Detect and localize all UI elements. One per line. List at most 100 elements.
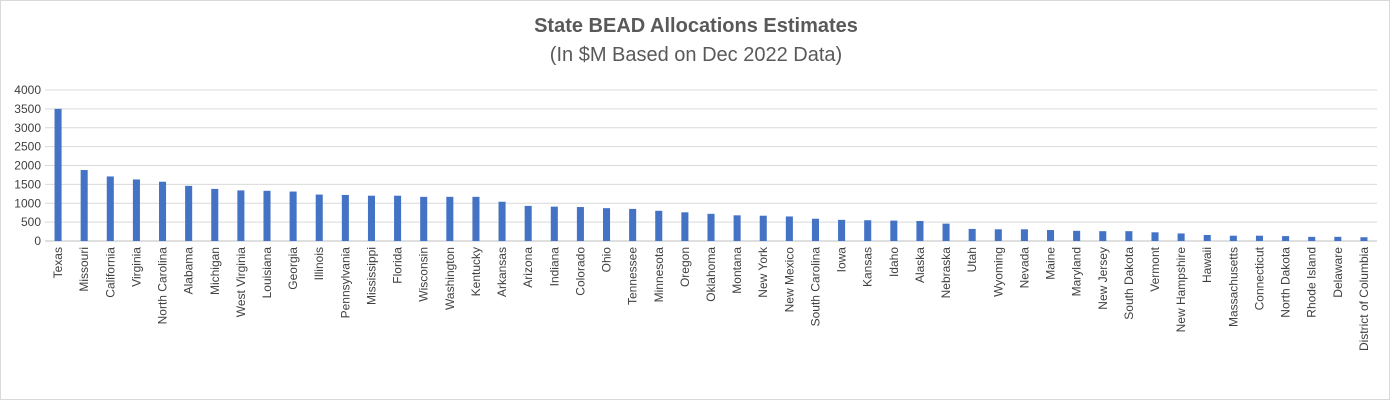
x-tick-label: West Virginia [234, 247, 248, 318]
y-tick-label: 2500 [14, 140, 41, 154]
x-tick-label: Missouri [77, 247, 91, 292]
y-tick-label: 500 [21, 215, 41, 229]
x-tick-label: Alabama [182, 247, 196, 295]
chart-subtitle: (In $M Based on Dec 2022 Data) [550, 44, 842, 66]
x-tick-label: Michigan [208, 247, 222, 295]
bar [838, 219, 846, 241]
x-tick-label: Massachusetts [1226, 247, 1240, 327]
bar [1203, 234, 1211, 241]
x-tick-label: New Hampshire [1174, 247, 1188, 333]
x-tick-label: Maine [1044, 247, 1058, 280]
bar [603, 208, 611, 241]
x-tick-label: Indiana [547, 247, 561, 287]
bar [80, 170, 88, 241]
bar [629, 208, 637, 241]
bar [446, 196, 454, 241]
bar [707, 213, 715, 241]
bar [1099, 231, 1107, 241]
x-tick-label: Colorado [573, 247, 587, 296]
y-tick-label: 2000 [14, 159, 41, 173]
bar [916, 220, 924, 241]
x-tick-label: Montana [730, 247, 744, 294]
x-tick-label: District of Columbia [1357, 247, 1371, 351]
x-tick-label: Arkansas [495, 247, 509, 297]
y-axis: 0 500 1000 1500 2000 2500 3000 3500 4000 [14, 83, 41, 248]
chart-title: State BEAD Allocations Estimates [534, 15, 858, 37]
bar [237, 190, 245, 241]
x-tick-label: New Mexico [782, 247, 796, 313]
bar [106, 176, 114, 241]
bar [289, 191, 297, 241]
x-tick-label: Utah [965, 247, 979, 272]
x-tick-label: Iowa [835, 247, 849, 273]
x-tick-label: Louisiana [260, 247, 274, 299]
x-tick-label: Alaska [913, 247, 927, 283]
x-tick-label: Oregon [678, 247, 692, 287]
bar [864, 220, 872, 241]
x-tick-label: Arizona [521, 247, 535, 288]
bar [1177, 233, 1185, 241]
x-tick-label: Kansas [861, 247, 875, 287]
x-tick-label: Maryland [1070, 247, 1084, 296]
x-tick-label: New Jersey [1096, 247, 1110, 310]
bar [942, 223, 950, 241]
bar [159, 181, 167, 241]
y-tick-label: 4000 [14, 83, 41, 97]
bar [655, 210, 663, 241]
x-tick-label: Wyoming [991, 247, 1005, 297]
bar [785, 216, 793, 241]
bar [341, 194, 349, 241]
bar [1229, 235, 1237, 241]
bar [733, 215, 741, 241]
x-tick-label: Connecticut [1252, 246, 1266, 310]
bar [263, 190, 271, 241]
bar [420, 196, 428, 241]
x-tick-label: Virginia [129, 247, 143, 287]
bar [550, 206, 558, 241]
x-tick-label: Florida [391, 247, 405, 284]
x-tick-label: New York [756, 246, 770, 298]
bar [1151, 232, 1159, 241]
x-tick-label: Mississippi [364, 247, 378, 305]
bar [1334, 236, 1342, 241]
x-tick-label: Nevada [1017, 247, 1031, 289]
bar [1282, 236, 1290, 241]
bar [1073, 230, 1081, 241]
x-tick-label: North Dakota [1279, 247, 1293, 318]
x-tick-label: Minnesota [652, 247, 666, 303]
y-tick-label: 1000 [14, 196, 41, 210]
bar [759, 215, 767, 241]
x-tick-label: Rhode Island [1305, 247, 1319, 318]
bar [132, 179, 140, 241]
x-tick-label: South Dakota [1122, 247, 1136, 320]
bar [1125, 231, 1133, 241]
bar [498, 201, 506, 241]
bar [994, 229, 1002, 241]
bar [524, 205, 532, 241]
bar [472, 196, 480, 241]
bar [576, 207, 584, 241]
bar [367, 195, 375, 241]
x-tick-label: North Carolina [156, 247, 170, 325]
x-tick-label: Nebraska [939, 247, 953, 299]
bar [968, 228, 976, 241]
bar [211, 188, 219, 241]
x-tick-label: South Carolina [808, 247, 822, 327]
x-tick-label: Ohio [600, 247, 614, 273]
bar [1308, 236, 1316, 241]
x-tick-label: Georgia [286, 247, 300, 290]
bar [1360, 237, 1368, 241]
x-tick-label: Tennessee [626, 247, 640, 305]
bar [315, 194, 323, 241]
x-tick-label: Vermont [1148, 246, 1162, 291]
x-tick-label: Delaware [1331, 247, 1345, 298]
bar [1255, 235, 1263, 241]
bar [681, 212, 689, 241]
y-tick-label: 1500 [14, 177, 41, 191]
bar [1020, 229, 1028, 241]
x-tick-label: Kentucky [469, 247, 483, 296]
y-tick-label: 3500 [14, 102, 41, 116]
bar-series [54, 108, 1368, 241]
